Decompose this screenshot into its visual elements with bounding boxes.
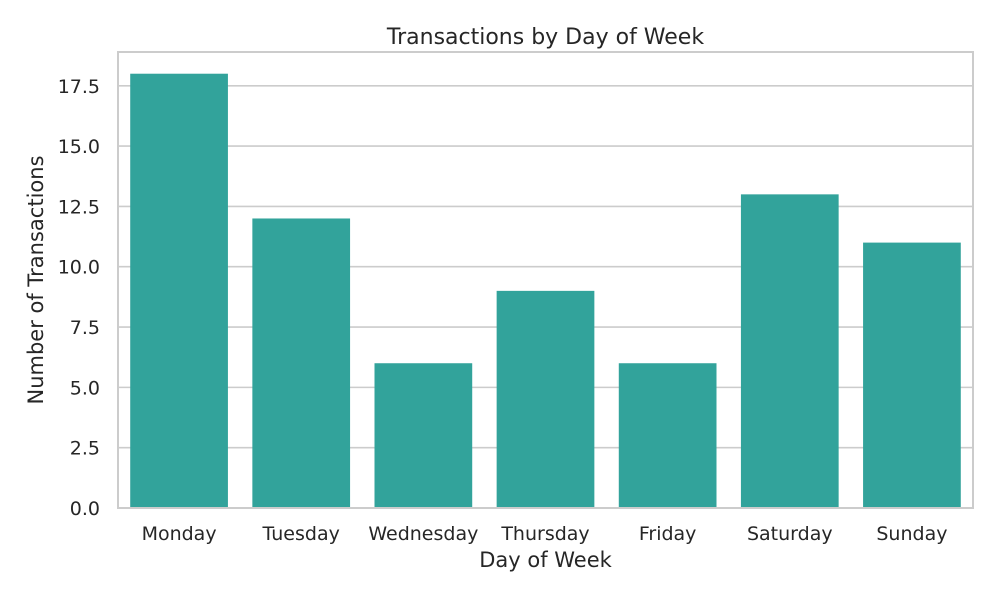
bar-saturday bbox=[740, 194, 839, 508]
y-tick-labels: 0.0 2.5 5.0 7.5 10.0 12.5 15.0 17.5 bbox=[58, 76, 100, 520]
y-tick-label: 15.0 bbox=[58, 136, 100, 158]
bar-thursday bbox=[496, 290, 595, 508]
x-tick-label: Friday bbox=[639, 523, 697, 545]
plot-frame bbox=[117, 51, 974, 509]
y-tick-label: 7.5 bbox=[70, 317, 100, 339]
bar-wednesday bbox=[374, 363, 473, 508]
x-tick-label: Saturday bbox=[747, 523, 833, 545]
x-axis-label: Day of Week bbox=[479, 548, 612, 572]
y-axis-label: Number of Transactions bbox=[24, 155, 48, 404]
bar-monday bbox=[130, 73, 228, 508]
x-tick-label: Wednesday bbox=[368, 523, 478, 545]
bar-friday bbox=[618, 363, 717, 508]
x-tick-label: Tuesday bbox=[262, 523, 340, 545]
x-tick-label: Monday bbox=[142, 523, 217, 545]
bars bbox=[130, 73, 961, 508]
y-tick-label: 5.0 bbox=[70, 377, 100, 399]
bar-sunday bbox=[863, 242, 961, 508]
x-tick-label: Thursday bbox=[500, 523, 589, 545]
x-tick-labels: Monday Tuesday Wednesday Thursday Friday Satu… bbox=[142, 523, 948, 545]
y-tick-label: 0.0 bbox=[70, 498, 100, 520]
y-tick-label: 17.5 bbox=[58, 76, 100, 98]
x-tick-label: Sunday bbox=[876, 523, 947, 545]
y-tick-label: 12.5 bbox=[58, 196, 100, 218]
y-tick-label: 2.5 bbox=[70, 438, 100, 460]
chart-title: Transactions by Day of Week bbox=[386, 25, 704, 50]
y-tick-label: 10.0 bbox=[58, 257, 100, 279]
bar-tuesday bbox=[252, 218, 351, 508]
